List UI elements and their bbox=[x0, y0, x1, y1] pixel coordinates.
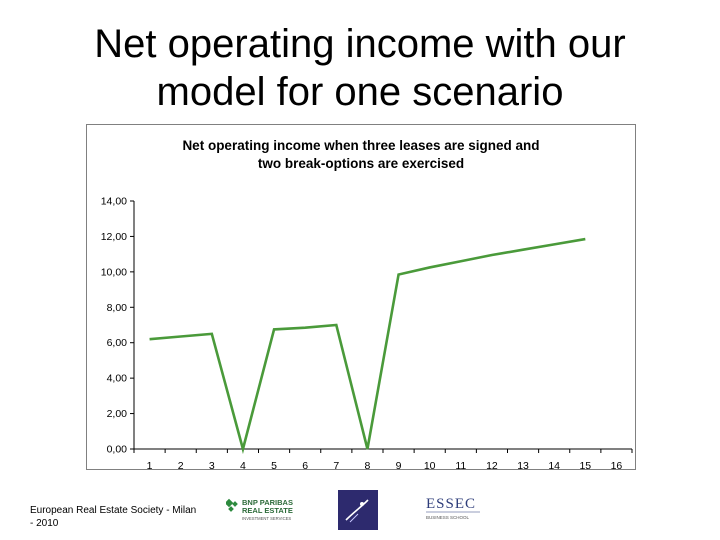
essec-logo-sub: BUSINESS SCHOOL bbox=[426, 515, 470, 520]
footer-text-line2: - 2010 bbox=[30, 518, 59, 529]
x-tick-label: 9 bbox=[396, 460, 402, 471]
bnp-logo-line1: BNP PARIBAS bbox=[242, 498, 293, 507]
x-tick-label: 8 bbox=[365, 460, 371, 471]
chart-title-line2: two break-options are exercised bbox=[257, 156, 465, 171]
chart-frame: Net operating income when three leases a… bbox=[86, 124, 636, 471]
footer-text: European Real Estate Society - Milan - 2… bbox=[30, 504, 210, 530]
slide-title-line2: model for one scenario bbox=[156, 70, 564, 114]
x-tick-label: 5 bbox=[271, 460, 277, 471]
essec-logo-name: ESSEC bbox=[426, 496, 476, 512]
slide-title: Net operating income with our model for … bbox=[40, 20, 680, 116]
x-tick-label: 2 bbox=[178, 460, 184, 471]
y-tick-label: 0,00 bbox=[107, 444, 128, 456]
x-tick-label: 14 bbox=[548, 460, 560, 471]
x-tick-label: 11 bbox=[455, 460, 466, 471]
y-tick-label: 14,00 bbox=[101, 196, 127, 208]
bnp-logo-line3: INVESTMENT SERVICES bbox=[242, 516, 291, 521]
bnp-paribas-logo: BNP PARIBAS REAL ESTATE INVESTMENT SERVI… bbox=[226, 498, 293, 521]
x-tick-label: 13 bbox=[517, 460, 529, 471]
y-tick-label: 8,00 bbox=[107, 302, 128, 314]
x-tick-label: 10 bbox=[424, 460, 436, 471]
x-tick-label: 16 bbox=[611, 460, 623, 471]
slide-title-line1: Net operating income with our bbox=[94, 22, 626, 66]
x-tick-label: 12 bbox=[486, 460, 498, 471]
y-tick-label: 4,00 bbox=[107, 373, 128, 385]
x-tick-label: 6 bbox=[302, 460, 308, 471]
x-tick-label: 15 bbox=[579, 460, 591, 471]
bnp-logo-line2: REAL ESTATE bbox=[242, 506, 293, 515]
y-tick-label: 6,00 bbox=[107, 337, 128, 349]
essec-logo: ESSEC BUSINESS SCHOOL bbox=[426, 496, 480, 520]
footer-text-line1: European Real Estate Society - Milan bbox=[30, 505, 197, 516]
x-tick-label: 7 bbox=[333, 460, 339, 471]
x-tick-label: 3 bbox=[209, 460, 215, 471]
y-tick-label: 10,00 bbox=[101, 266, 127, 278]
chart-title-line1: Net operating income when three leases a… bbox=[182, 138, 540, 153]
y-tick-label: 2,00 bbox=[107, 408, 128, 420]
society-logo bbox=[338, 490, 378, 530]
series-line bbox=[149, 237, 586, 455]
y-tick-label: 12,00 bbox=[101, 231, 127, 243]
x-tick-label: 1 bbox=[147, 460, 153, 471]
x-tick-label: 4 bbox=[240, 460, 246, 471]
chart-title: Net operating income when three leases a… bbox=[87, 137, 635, 173]
